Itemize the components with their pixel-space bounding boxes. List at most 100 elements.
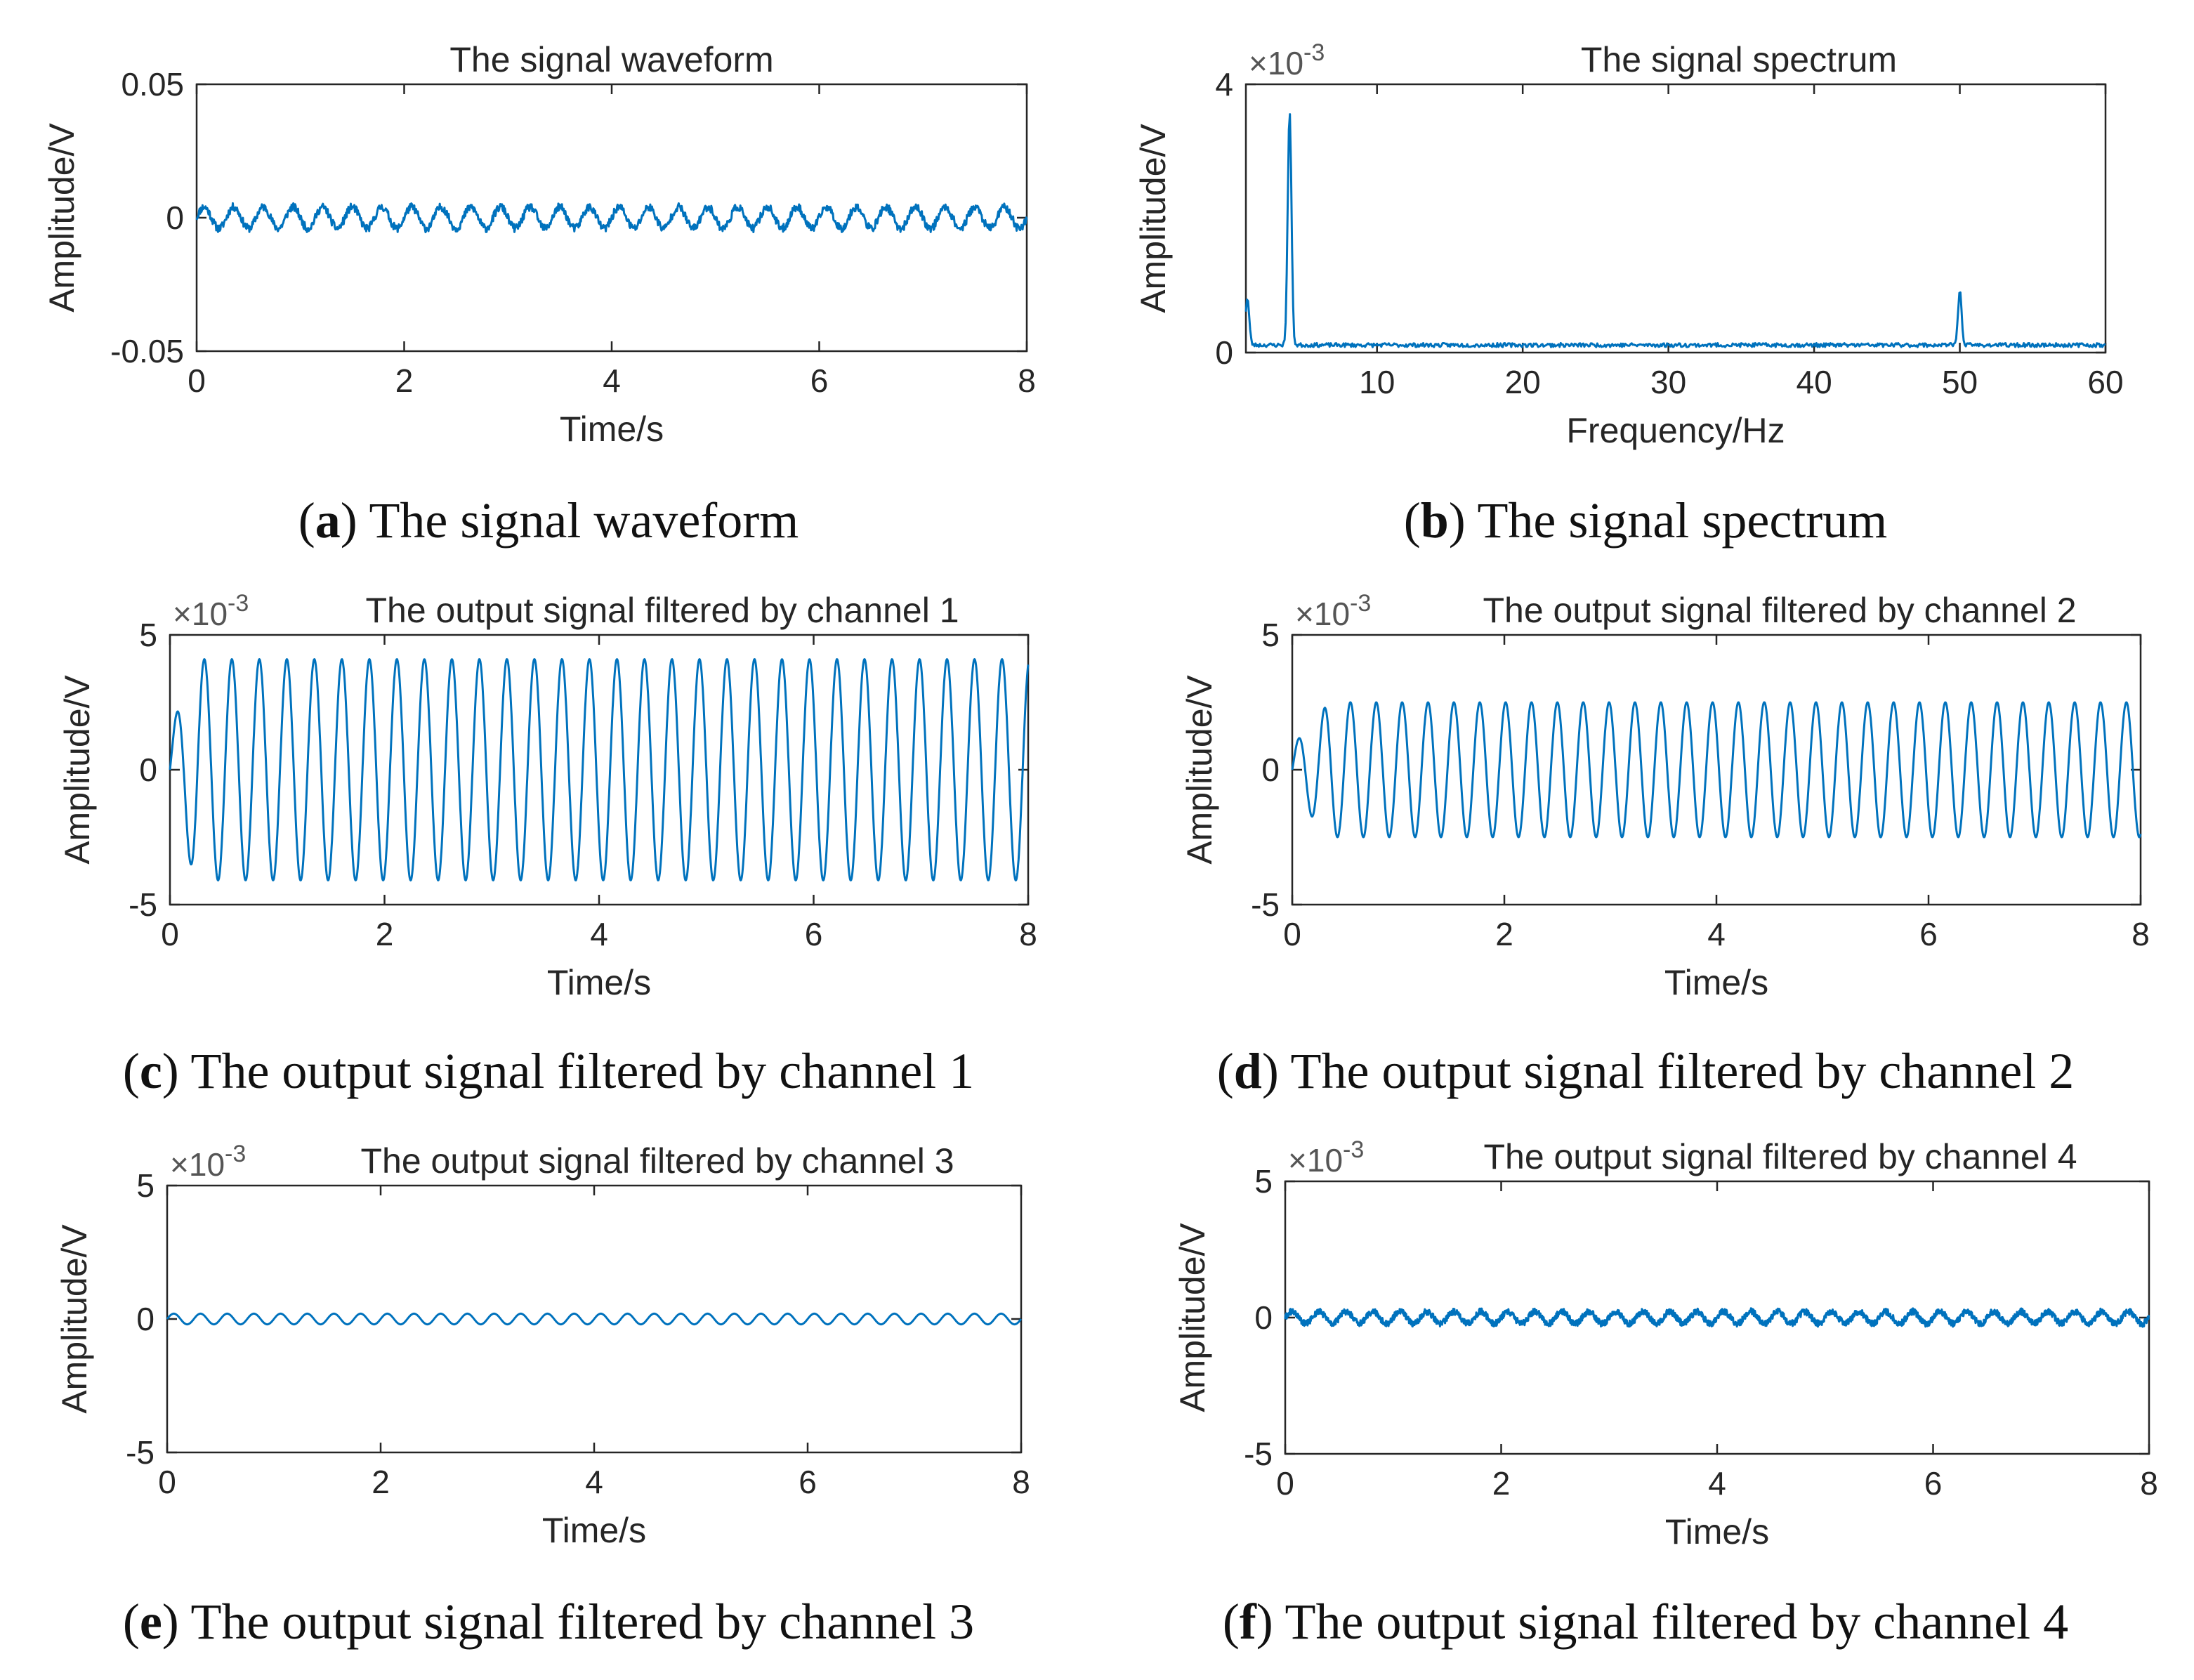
x-tick-label: 2 <box>395 362 414 399</box>
x-tick-label: 20 <box>1505 364 1541 400</box>
x-axis-label: Time/s <box>1664 963 1768 1002</box>
x-tick-label: 30 <box>1650 364 1686 400</box>
caption-letter: b <box>1420 492 1449 549</box>
x-tick-label: 0 <box>161 916 179 952</box>
caption-text: The output signal filtered by channel 4 <box>1285 1594 2069 1650</box>
y-axis-label: Amplitude/V <box>55 1224 94 1414</box>
x-tick-label: 4 <box>585 1464 603 1500</box>
x-tick-label: 2 <box>376 916 394 952</box>
x-tick-label: 2 <box>372 1464 390 1500</box>
caption-letter: c <box>139 1043 162 1099</box>
y-exponent-label: ×10-3 <box>1288 1136 1364 1179</box>
y-tick-label: -5 <box>1251 886 1280 923</box>
series-line <box>169 658 1030 881</box>
series-line <box>1244 113 2106 348</box>
chart-title: The output signal filtered by channel 3 <box>361 1141 954 1181</box>
chart-panel-d: 0 2 4 6 8-505×10-3 The output signal filtered… <box>1180 590 2150 1002</box>
y-tick-label: 0 <box>136 1301 155 1337</box>
y-axis-label: Amplitude/V <box>1173 1223 1212 1412</box>
x-axis-label: Time/s <box>1665 1512 1769 1551</box>
x-tick-label: 2 <box>1495 916 1513 952</box>
x-tick-label: 8 <box>1012 1464 1030 1500</box>
chart-title: The output signal filtered by channel 1 <box>366 591 959 630</box>
y-tick-label: 0 <box>1215 334 1233 371</box>
caption-d: (d) The output signal filtered by channe… <box>1216 1043 2075 1099</box>
x-tick-label: 0 <box>1276 1465 1294 1502</box>
x-tick-label: 6 <box>1924 1465 1943 1502</box>
y-tick-label: 0 <box>1254 1299 1273 1336</box>
x-tick-label: 4 <box>1707 916 1726 952</box>
x-tick-label: 6 <box>1919 916 1938 952</box>
x-axis-label: Time/s <box>547 963 651 1002</box>
caption-a: (a) The signal waveform <box>298 492 799 549</box>
x-tick-label: 0 <box>188 362 206 399</box>
y-tick-label: -5 <box>129 886 157 923</box>
chart-panel-c: 0 2 4 6 8-505×10-3 The output signal filtered… <box>58 590 1037 1002</box>
plot-frame <box>1291 634 2142 906</box>
x-tick-label: 50 <box>1942 364 1978 400</box>
x-tick-label: 40 <box>1796 364 1832 400</box>
y-tick-label: 0 <box>166 199 184 236</box>
series-line <box>1291 701 2142 839</box>
caption-b: (b) The signal spectrum <box>1403 492 1888 549</box>
caption-letter: e <box>139 1594 162 1650</box>
series-line <box>195 202 1028 234</box>
y-tick-label: 5 <box>136 1167 155 1204</box>
x-tick-label: 10 <box>1359 364 1395 400</box>
x-tick-label: 4 <box>590 916 608 952</box>
x-tick-label: 0 <box>158 1464 176 1500</box>
y-exponent-label: ×10-3 <box>1249 39 1325 81</box>
x-axis-label: Time/s <box>560 409 664 449</box>
x-tick-label: 8 <box>2140 1465 2158 1502</box>
y-tick-label: 0 <box>1261 752 1280 788</box>
y-axis-label: Amplitude/V <box>58 675 97 865</box>
y-tick-label: -5 <box>126 1434 155 1471</box>
caption-e: (e) The output signal filtered by channe… <box>122 1594 975 1650</box>
y-tick-label: 5 <box>1261 617 1280 653</box>
x-tick-label: 8 <box>2131 916 2150 952</box>
x-tick-label: 4 <box>1708 1465 1726 1502</box>
caption-text: The output signal filtered by channel 1 <box>190 1043 975 1099</box>
y-axis-label: Amplitude/V <box>42 123 81 313</box>
y-exponent-label: ×10-3 <box>170 1141 246 1183</box>
y-exponent-label: ×10-3 <box>1295 590 1371 632</box>
x-tick-label: 4 <box>603 362 621 399</box>
y-tick-label: -0.05 <box>110 333 184 369</box>
x-tick-label: 60 <box>2087 364 2123 400</box>
chart-panel-b: 10 20 30 40 50 60 0 4 ×10-3 The signal spectrum Fr… <box>1134 39 2124 450</box>
caption-text: The signal spectrum <box>1477 492 1888 549</box>
caption-f: (f) The output signal filtered by channe… <box>1222 1594 2069 1650</box>
y-tick-label: 4 <box>1215 66 1233 103</box>
x-axis-label: Time/s <box>542 1511 646 1550</box>
x-tick-label: 6 <box>810 362 829 399</box>
y-exponent-label: ×10-3 <box>173 590 249 632</box>
chart-title: The signal waveform <box>449 40 773 79</box>
caption-text: The signal waveform <box>369 492 799 549</box>
x-tick-label: 2 <box>1492 1465 1511 1502</box>
y-axis-label: Amplitude/V <box>1180 675 1219 865</box>
chart-title: The output signal filtered by channel 2 <box>1483 591 2077 630</box>
caption-letter: a <box>315 492 341 549</box>
x-axis-label: Frequency/Hz <box>1566 411 1785 450</box>
chart-title: The output signal filtered by channel 4 <box>1484 1137 2077 1176</box>
chart-panel-e: 0 2 4 6 8-505×10-3 The output signal filtered… <box>55 1141 1030 1550</box>
caption-letter: d <box>1233 1043 1262 1099</box>
plot-frame <box>1244 83 2107 354</box>
caption-letter: f <box>1239 1594 1256 1650</box>
y-tick-label: 0 <box>139 752 157 788</box>
y-tick-label: 5 <box>1254 1163 1273 1200</box>
series-line <box>1284 1307 2150 1328</box>
y-tick-label: 0.05 <box>121 66 184 103</box>
caption-c: (c) The output signal filtered by channe… <box>122 1043 975 1099</box>
chart-panel-f: 0 2 4 6 8-505×10-3 The output signal filtered… <box>1173 1136 2158 1551</box>
y-tick-label: -5 <box>1244 1436 1273 1472</box>
x-tick-label: 0 <box>1283 916 1301 952</box>
x-tick-label: 8 <box>1018 362 1036 399</box>
caption-text: The output signal filtered by channel 3 <box>190 1594 975 1650</box>
y-axis-label: Amplitude/V <box>1134 124 1173 313</box>
y-tick-label: 5 <box>139 617 157 653</box>
x-tick-label: 8 <box>1019 916 1037 952</box>
x-tick-label: 6 <box>805 916 823 952</box>
